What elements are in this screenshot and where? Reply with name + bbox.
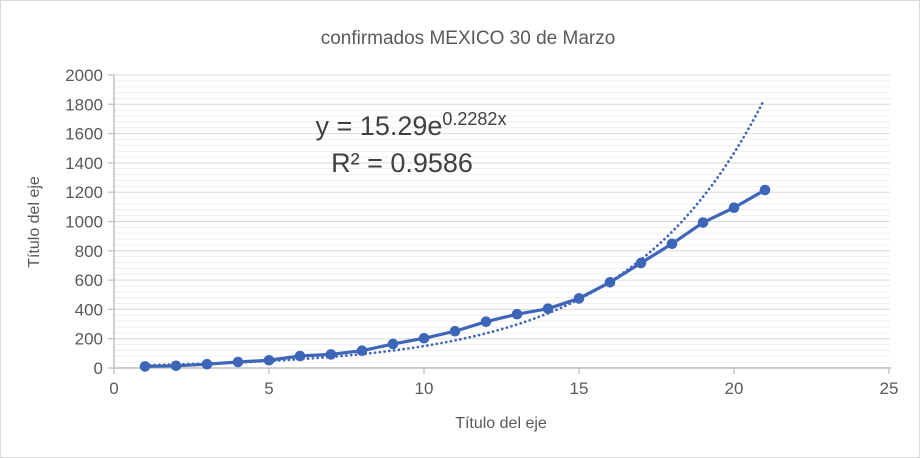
series-marker	[356, 345, 368, 357]
x-tick-label: 25	[880, 379, 899, 398]
series-marker	[418, 332, 430, 344]
trendline-equation-base: y = 15.29e	[316, 111, 443, 141]
series-marker	[139, 361, 151, 372]
series-marker	[449, 325, 461, 337]
y-tick-label: 1800	[65, 95, 103, 114]
y-tick-label: 400	[75, 300, 103, 319]
y-tick-label: 2000	[65, 66, 103, 85]
series-marker	[387, 338, 399, 350]
y-tick-label: 800	[75, 242, 103, 261]
series-marker	[201, 358, 213, 370]
data-series-layer	[139, 184, 771, 372]
y-tick-label: 200	[75, 330, 103, 349]
trendline-dotted	[143, 99, 765, 367]
series-marker	[666, 238, 678, 250]
series-marker	[232, 356, 244, 368]
series-marker	[263, 354, 275, 366]
trendline-r-squared: R² = 0.9586	[331, 148, 473, 178]
series-marker	[697, 217, 709, 228]
series-marker	[294, 350, 306, 362]
series-marker	[542, 303, 554, 314]
x-axis-title: Título del eje	[455, 415, 547, 432]
trendline-layer	[143, 99, 765, 367]
chart-title: confirmados MEXICO 30 de Marzo	[321, 28, 616, 49]
x-tick-label: 20	[725, 379, 744, 398]
axes-layer: 0 200 400 600 800 1000 1200 1400 1600 1800 2000 0 5 1…	[65, 66, 898, 398]
series-marker	[170, 360, 182, 372]
series-marker	[728, 202, 740, 214]
x-tick-label: 15	[570, 379, 589, 398]
series-marker	[325, 349, 337, 360]
y-tick-label: 0	[94, 359, 103, 378]
x-tick-label: 10	[415, 379, 434, 398]
gridlines-layer	[114, 74, 890, 363]
series-marker	[511, 308, 523, 320]
y-axis-title: Título del eje	[26, 176, 43, 268]
x-tick-label: 0	[109, 379, 118, 398]
x-tick-label: 5	[264, 379, 273, 398]
series-marker	[604, 277, 616, 288]
y-tick-label: 600	[75, 271, 103, 290]
y-tick-label: 1400	[65, 154, 103, 173]
y-tick-label: 1200	[65, 183, 103, 202]
trendline-equation: y = 15.29e0.2282x	[316, 109, 507, 141]
y-tick-label: 1000	[65, 213, 103, 232]
trendline-equation-exponent: 0.2282x	[442, 109, 506, 129]
series-marker	[480, 316, 492, 328]
y-tick-label: 1600	[65, 125, 103, 144]
series-marker	[573, 293, 585, 304]
series-marker	[759, 184, 771, 196]
series-marker	[635, 257, 647, 269]
